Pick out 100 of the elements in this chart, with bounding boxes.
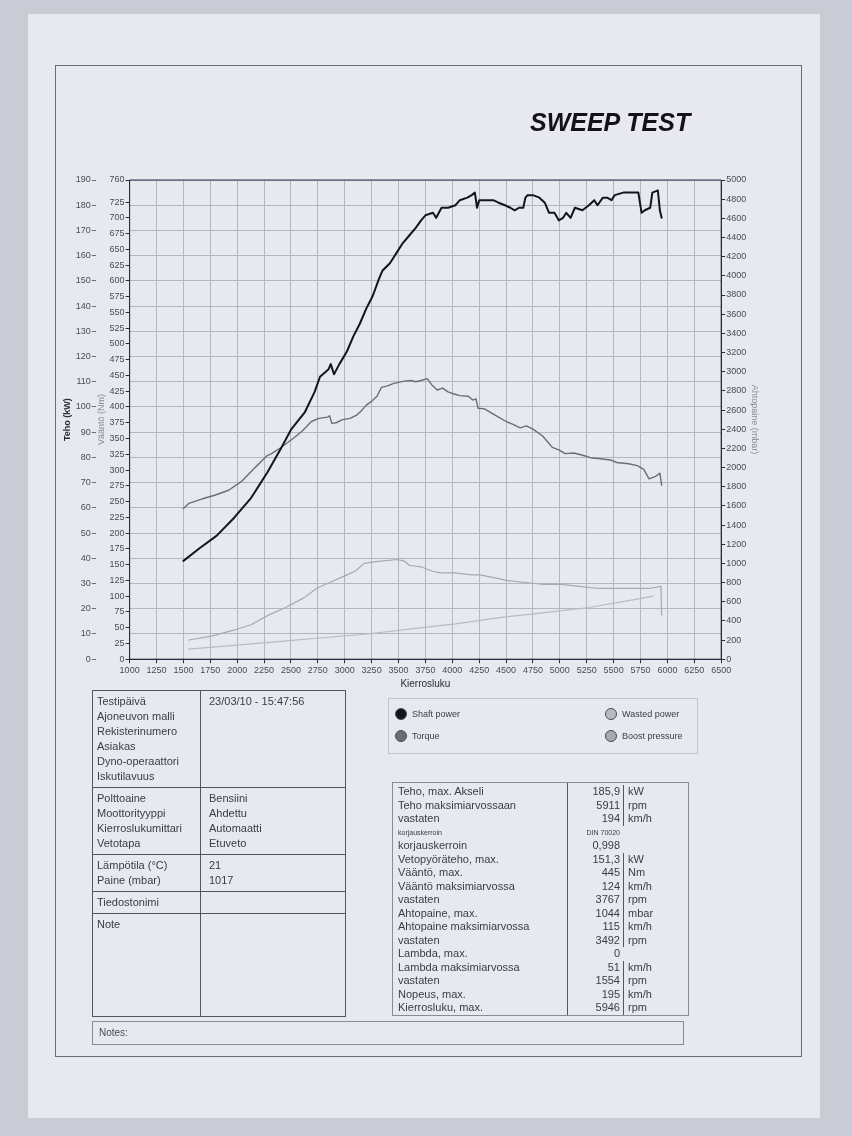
y2-tick-label: 300: [109, 464, 125, 475]
y-tick-label: 180: [75, 199, 91, 210]
x-tick-label: 2000: [227, 665, 248, 676]
text: rpm: [623, 933, 647, 947]
text: 3492: [594, 933, 621, 947]
text: rpm: [623, 1001, 647, 1015]
y2-tick-label: 450: [109, 369, 125, 380]
text: rpm: [623, 798, 647, 812]
x-tick-label: 4500: [496, 665, 517, 676]
text: 23/03/10 - 15:47:56: [208, 694, 305, 709]
y3-tick-label: 4800: [726, 193, 747, 204]
y2-tick-label: 700: [109, 212, 125, 223]
y3-tick-label: 5000: [726, 174, 747, 185]
y-tick-label: 130: [75, 325, 91, 336]
x-tick-label: 5250: [576, 665, 597, 676]
y-tick-label: 20: [80, 603, 91, 614]
y3-tick-label: 3000: [726, 366, 747, 377]
text: Vetotapa: [96, 836, 142, 851]
y-axis-title: Teho (kW): [61, 398, 72, 442]
x-tick-label: 3500: [388, 665, 409, 676]
text: 115: [601, 920, 621, 934]
text: vastaten: [397, 974, 441, 988]
text: rpm: [623, 974, 647, 988]
text: 1044: [594, 906, 621, 920]
y2-tick-label: 600: [109, 275, 125, 286]
text: km/h: [623, 987, 652, 1001]
y-tick-label: 70: [80, 477, 91, 488]
text: Paine (mbar): [96, 873, 162, 888]
y3-tick-label: 600: [726, 596, 742, 607]
y2-tick-label: 625: [109, 259, 125, 270]
text: Ahtopaine maksimiarvossa: [397, 920, 531, 934]
legend-label: Shaft power: [412, 709, 461, 719]
y2-tick-label: 500: [109, 338, 125, 349]
y3-tick-label: 3600: [726, 308, 747, 319]
x-tick-label: 1000: [119, 665, 140, 676]
y3-tick-label: 3800: [726, 289, 747, 300]
text: 5911: [595, 798, 621, 812]
y3-tick-label: 4600: [726, 212, 747, 223]
y2-tick-label: 150: [109, 559, 125, 570]
text: Notes:: [92, 1021, 684, 1045]
text: Iskutilavuus: [96, 769, 156, 784]
text: rpm: [623, 893, 647, 907]
text: Rekisterinumero: [96, 724, 179, 739]
text: km/h: [623, 879, 652, 893]
text: Automaatti: [208, 821, 262, 836]
text: vastaten: [397, 933, 441, 947]
y-tick-label: 140: [75, 300, 91, 311]
text: 3767: [594, 893, 621, 907]
text: 21: [208, 858, 222, 873]
x-tick-label: 3750: [415, 665, 436, 676]
text: Ahtopaine, max.: [397, 906, 479, 920]
y-tick-label: 90: [80, 426, 91, 437]
y-tick-label: 60: [80, 502, 91, 513]
y-tick-label: 100: [75, 401, 91, 412]
x-tick-label: 4750: [522, 665, 543, 676]
text: km/h: [623, 812, 652, 826]
y2-tick-label: 350: [109, 433, 125, 443]
text: Vetopyöräteho, max.: [397, 852, 500, 866]
text: vastaten: [397, 893, 441, 907]
y-tick-label: 190: [75, 174, 91, 185]
text: Moottorityyppi: [96, 806, 167, 821]
text: Bensiini: [208, 791, 248, 806]
y3-tick-label: 2400: [726, 423, 747, 434]
y3-tick-label: 1800: [726, 481, 747, 492]
text: 195: [600, 987, 621, 1001]
text: Nm: [623, 866, 646, 880]
y3-tick-label: 2800: [726, 385, 747, 396]
text: 124: [600, 879, 621, 893]
x-tick-label: 1500: [173, 665, 194, 676]
y2-axis-title: Vääntö (Nm): [95, 394, 106, 446]
y3-tick-label: 1400: [726, 519, 747, 530]
y2-tick-label: 0: [119, 653, 125, 664]
text: Dyno-operaattori: [96, 754, 180, 769]
x-axis-title: Kierrosluku: [400, 677, 451, 689]
y3-tick-label: 0: [726, 653, 732, 664]
text: 1017: [208, 873, 234, 888]
y2-tick-label: 475: [109, 354, 125, 365]
x-tick-label: 3250: [361, 665, 382, 676]
legend-label: Torque: [412, 731, 440, 741]
x-tick-label: 5000: [549, 665, 570, 676]
y-tick-label: 170: [75, 224, 91, 235]
text: Ahdettu: [208, 806, 247, 821]
y3-tick-label: 3200: [726, 347, 747, 357]
y2-tick-label: 225: [109, 511, 125, 522]
x-tick-label: 3000: [334, 665, 355, 676]
y-tick-label: 0: [85, 653, 91, 664]
text: 445: [600, 866, 621, 880]
text: kW: [623, 785, 644, 799]
y3-tick-label: 800: [726, 577, 742, 588]
y2-tick-label: 375: [109, 417, 125, 428]
y-tick-label: 10: [80, 628, 91, 639]
text: km/h: [623, 920, 652, 934]
text: Teho, max. Akseli: [397, 785, 485, 799]
text: vastaten: [397, 812, 441, 826]
x-tick-label: 4000: [442, 665, 463, 676]
text: Vääntö maksimiarvossa: [397, 879, 516, 893]
x-tick-label: 6250: [684, 665, 705, 676]
y2-tick-label: 650: [109, 243, 125, 254]
text: 51: [606, 960, 621, 974]
y2-tick-label: 725: [109, 196, 125, 207]
